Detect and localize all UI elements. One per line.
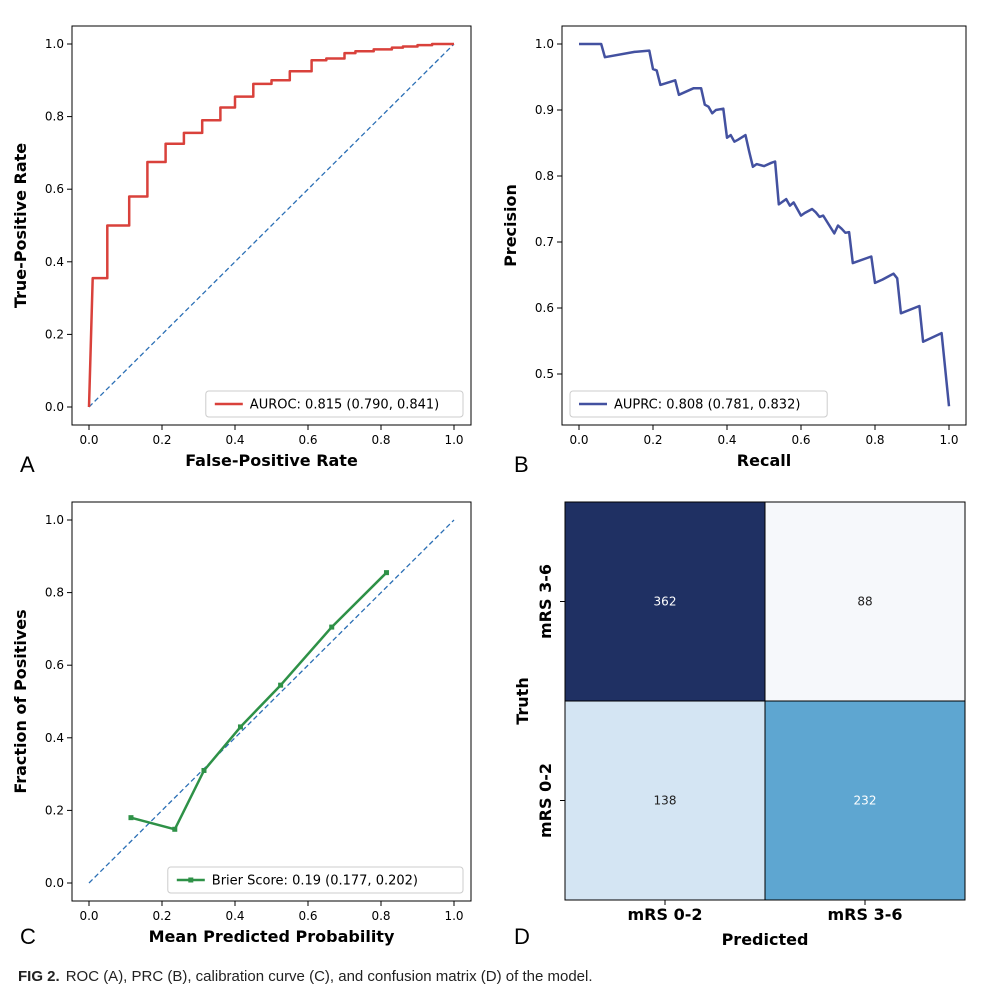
- cell-value: 138: [654, 794, 677, 808]
- legend-box: [569, 390, 828, 418]
- x-tick-label: 0.4: [717, 433, 736, 447]
- x-tick-label: 0.2: [152, 433, 171, 447]
- y-tick-label: 0.7: [535, 235, 554, 249]
- y-tick-label: 0.9: [535, 103, 554, 117]
- series-line: [87, 42, 454, 408]
- plot-frame: [561, 25, 967, 426]
- caption-label: FIG 2.: [18, 968, 60, 985]
- data-point: [278, 682, 284, 688]
- panel-d: 362 88 138 232 mRS 0-2 mRS 3-6 mRS 3-6 mRS 0-2 P…: [513, 501, 966, 949]
- data-point: [172, 826, 178, 832]
- y-axis-title: Truth: [513, 677, 532, 724]
- matrix-cell: [564, 700, 766, 901]
- y-axis-title: Fraction of Positives: [11, 609, 30, 793]
- cell-value: 88: [857, 595, 872, 609]
- y-tick-label: 0.0: [45, 400, 64, 414]
- y-tick-label: 0.4: [45, 731, 64, 745]
- y-tick-label: 0.4: [45, 255, 64, 269]
- x-tick-label: 0.8: [371, 909, 390, 923]
- matrix-cell: [764, 700, 966, 901]
- x-tick-label: 1.0: [939, 433, 958, 447]
- caption-text: ROC (A), PRC (B), calibration curve (C),…: [65, 968, 593, 985]
- y-tick-label: 0.2: [45, 327, 64, 341]
- data-point: [201, 767, 207, 773]
- x-axis-title: Predicted: [722, 930, 809, 949]
- y-tick-label: 0.2: [45, 803, 64, 817]
- y-tick-label: 1.0: [45, 513, 64, 527]
- panel-letter: A: [20, 452, 35, 477]
- y-tick-label: 0.0: [45, 876, 64, 890]
- data-point: [383, 570, 389, 576]
- x-tick-label: 0.6: [791, 433, 810, 447]
- panel-letter: C: [20, 924, 36, 949]
- data-point: [237, 724, 243, 730]
- x-tick-label: 0.4: [225, 433, 244, 447]
- data-point: [128, 815, 134, 821]
- x-tick-label: 0.0: [569, 433, 588, 447]
- y-tick-label: 0.8: [535, 169, 554, 183]
- y-tick-label: 0.5: [535, 367, 554, 381]
- x-tick-label: 1.0: [444, 909, 463, 923]
- legend-box: [205, 390, 464, 418]
- panel-letter: D: [514, 924, 530, 949]
- x-tick-label: 0.8: [371, 433, 390, 447]
- y-tick-label: 0.6: [45, 182, 64, 196]
- matrix-cell: [564, 501, 766, 702]
- x-axis-title: False-Positive Rate: [185, 451, 358, 470]
- x-tick-label: 0.4: [225, 909, 244, 923]
- x-tick-label: 0.6: [298, 909, 317, 923]
- x-tick-label: 0.2: [643, 433, 662, 447]
- legend: Brier Score: 0.19 (0.177, 0.202): [167, 866, 464, 894]
- cell-value: 232: [854, 794, 877, 808]
- legend: AUROC: 0.815 (0.790, 0.841): [205, 390, 464, 418]
- y-tick-label: 0.8: [45, 586, 64, 600]
- y-tick-label: 0.8: [45, 110, 64, 124]
- panel-letter: B: [514, 452, 529, 477]
- x-axis-title: Recall: [737, 451, 791, 470]
- panel-b: 0.0 0.2 0.4 0.6 0.8 1.0 0.5 0.6 0.7 0.8 0.9 1.0 Reca…: [501, 25, 967, 477]
- panel-c: 0.0 0.2 0.4 0.6 0.8 1.0 0.0 0.2 0.4 0.6 0.8 1.0 Mean…: [11, 501, 472, 949]
- legend-label: AUPRC: 0.808 (0.781, 0.832): [614, 398, 800, 413]
- x-tick-label: 0.6: [298, 433, 317, 447]
- x-tick-label: mRS 3-6: [828, 905, 903, 924]
- legend-label: Brier Score: 0.19 (0.177, 0.202): [212, 874, 418, 889]
- data-point: [329, 624, 335, 630]
- cell-value: 362: [654, 595, 677, 609]
- figure-caption: FIG 2. ROC (A), PRC (B), calibration curv…: [18, 968, 593, 985]
- y-tick-label: 0.6: [535, 301, 554, 315]
- x-axis-title: Mean Predicted Probability: [149, 927, 395, 946]
- y-axis-title: Precision: [501, 184, 520, 267]
- legend-marker: [188, 877, 194, 883]
- y-tick-label: mRS 0-2: [536, 763, 555, 838]
- legend: AUPRC: 0.808 (0.781, 0.832): [569, 390, 828, 418]
- legend-box: [167, 866, 464, 894]
- panel-a: 0.0 0.2 0.4 0.6 0.8 1.0 0.0 0.2 0.4 0.6 0.8 1.0 Fals…: [11, 25, 472, 477]
- x-tick-label: 0.8: [865, 433, 884, 447]
- reference-diagonal: [88, 43, 455, 408]
- x-tick-label: 0.0: [79, 909, 98, 923]
- y-tick-label: 1.0: [45, 37, 64, 51]
- x-tick-label: mRS 0-2: [628, 905, 703, 924]
- x-tick-label: 1.0: [444, 433, 463, 447]
- y-axis-title: True-Positive Rate: [11, 143, 30, 308]
- series-line: [579, 42, 951, 407]
- x-tick-label: 0.2: [152, 909, 171, 923]
- figure-canvas: 0.0 0.2 0.4 0.6 0.8 1.0 0.0 0.2 0.4 0.6 0.8 1.0 Fals…: [11, 25, 967, 949]
- matrix-cell: [764, 501, 966, 702]
- y-tick-label: mRS 3-6: [536, 564, 555, 639]
- legend-label: AUROC: 0.815 (0.790, 0.841): [250, 398, 439, 413]
- y-tick-label: 0.6: [45, 658, 64, 672]
- reference-diagonal: [88, 519, 455, 884]
- y-tick-label: 1.0: [535, 37, 554, 51]
- x-tick-label: 0.0: [79, 433, 98, 447]
